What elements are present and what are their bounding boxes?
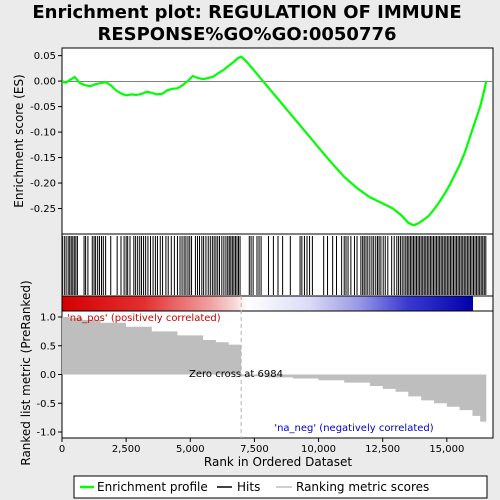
y-axis-label-metric: Ranked list metric (PreRanked): [19, 280, 33, 465]
es-tick-label: 0.05: [34, 51, 56, 62]
es-tick-label: -0.10: [30, 128, 56, 139]
metric-tick-label: 0.5: [40, 341, 56, 352]
x-tick-label: 10,000: [301, 444, 336, 455]
x-tick-label: 5,000: [176, 444, 205, 455]
x-tick-label: 0: [59, 444, 65, 455]
legend-metric-label: Ranking metric scores: [296, 480, 429, 494]
metric-tick-label: -0.5: [36, 399, 56, 410]
es-tick-label: -0.20: [30, 179, 56, 190]
rank-color-bar: [62, 296, 473, 311]
legend-hits-label: Hits: [237, 480, 260, 494]
chart-title-line-1: Enrichment plot: REGULATION OF IMMUNE: [32, 2, 461, 23]
x-tick-label: 12,500: [365, 444, 400, 455]
hits-panel: [61, 233, 494, 297]
es-tick-label: -0.05: [30, 102, 56, 113]
negative-correlation-label: 'na_neg' (negatively correlated): [274, 423, 433, 434]
y-axis-label-es: Enrichment score (ES): [12, 74, 26, 207]
metric-tick-label: -1.0: [36, 428, 56, 439]
es-panel: [61, 47, 494, 235]
es-tick-label: -0.15: [30, 153, 56, 164]
es-tick-label: -0.25: [30, 204, 56, 215]
x-tick-label: 2,500: [112, 444, 141, 455]
x-tick-label: 7,500: [240, 444, 269, 455]
legend-profile-label: Enrichment profile: [97, 480, 208, 494]
metric-tick-label: 0.0: [40, 370, 56, 381]
ranking-metric-area: [62, 317, 487, 431]
zero-cross-label: Zero cross at 6984: [189, 369, 283, 380]
positive-correlation-label: 'na_pos' (positively correlated): [67, 313, 221, 324]
es-tick-label: 0.00: [34, 77, 56, 88]
chart-title-line-2: RESPONSE%GO%GO:0050776: [97, 24, 396, 45]
x-axis-label: Rank in Ordered Dataset: [204, 455, 352, 469]
metric-tick-label: 1.0: [40, 313, 56, 324]
enrichment-profile-line: [61, 55, 488, 227]
x-tick-label: 15,000: [429, 444, 464, 455]
